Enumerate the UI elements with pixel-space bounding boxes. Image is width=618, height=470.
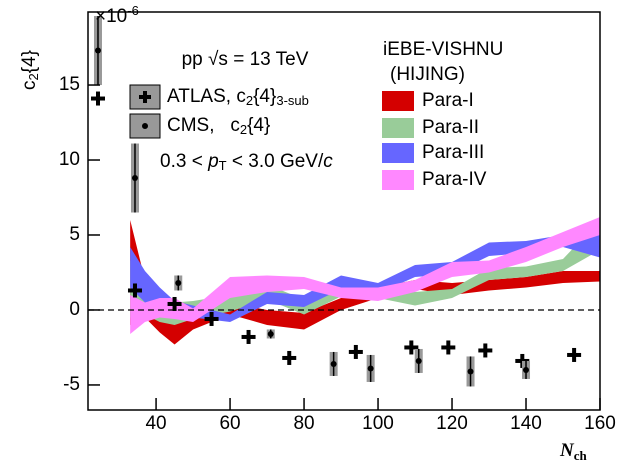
legend-label-part: {4} xyxy=(247,115,270,136)
atlas-point xyxy=(441,340,456,355)
cms-point xyxy=(94,47,101,54)
legend-label-part: 2 xyxy=(246,93,253,108)
x-tick-label: 140 xyxy=(510,413,542,434)
x-tick-label: 80 xyxy=(293,413,314,434)
axis-multiplier-part: ×10 xyxy=(95,6,127,27)
plot-frame xyxy=(87,11,601,411)
atlas-point xyxy=(567,347,582,362)
cut-label-part: c xyxy=(323,151,333,172)
x-tick-label: 40 xyxy=(145,413,166,434)
x-axis-label: Nch xyxy=(559,440,588,462)
cms-point xyxy=(415,357,422,364)
x-tick-label: 60 xyxy=(219,413,240,434)
cms-point xyxy=(330,360,337,367)
cms-point xyxy=(175,279,182,286)
model-band xyxy=(130,219,601,325)
atlas-point xyxy=(478,343,493,358)
y-axis-label-part: {4} xyxy=(19,50,40,73)
atlas-point xyxy=(127,283,142,298)
x-tick-label: 120 xyxy=(436,413,468,434)
cms-point xyxy=(131,175,138,182)
atlas-point xyxy=(241,329,256,344)
y-tick-label: 10 xyxy=(59,149,80,170)
atlas-point xyxy=(282,350,297,365)
x-axis-label-part: ch xyxy=(574,448,588,463)
legend-swatch xyxy=(382,170,414,190)
legend-label-part: CMS, c xyxy=(167,115,240,136)
y-tick-label: 5 xyxy=(69,224,80,245)
cut-label-part: 0.3 < xyxy=(160,151,208,172)
axis-multiplier: ×10-6 xyxy=(95,3,139,27)
legend-label: CMS, c2{4} xyxy=(167,115,270,137)
atlas-point xyxy=(204,311,219,326)
y-axis-label-part: 2 xyxy=(26,73,41,80)
cms-point xyxy=(367,365,374,372)
legend-label: Para-IV xyxy=(422,169,487,190)
legend-label: Para-I xyxy=(422,90,474,111)
cut-label: 0.3 < pT < 3.0 GeV/c xyxy=(160,151,333,173)
atlas-point xyxy=(404,340,419,355)
legend-swatch xyxy=(382,91,414,111)
y-tick-label: 0 xyxy=(69,299,80,320)
cut-label-part: < 3.0 GeV/ xyxy=(227,151,324,172)
atlas-point xyxy=(167,296,182,311)
y-axis-label-part: c xyxy=(19,81,40,91)
legend-label-part: ATLAS, c xyxy=(167,86,246,107)
legend-label: Para-III xyxy=(422,142,484,163)
y-axis-label: c2{4} xyxy=(19,50,41,90)
cut-label-part: p xyxy=(207,151,219,172)
legend-label: ATLAS, c2{4}3-sub xyxy=(167,86,309,108)
atlas-point xyxy=(90,91,105,106)
model-band xyxy=(130,227,601,322)
energy-label: pp √s = 13 TeV xyxy=(182,49,309,70)
legend-label: Para-II xyxy=(422,117,479,138)
x-tick-label: 160 xyxy=(584,413,616,434)
legend-label-part: 2 xyxy=(240,122,247,137)
model-title: iEBE-VISHNU xyxy=(383,39,503,60)
x-axis-label-part: N xyxy=(559,440,575,461)
cms-point xyxy=(467,368,474,375)
model-subtitle: (HIJING) xyxy=(390,64,465,85)
y-tick-label: -5 xyxy=(63,374,80,395)
legend-label-part: 3-sub xyxy=(276,93,309,108)
cms-point xyxy=(267,330,274,337)
cut-label-part: T xyxy=(219,158,227,173)
legend-dot xyxy=(142,123,148,129)
x-tick-label: 100 xyxy=(362,413,394,434)
legend-swatch xyxy=(382,118,414,138)
y-tick-label: 15 xyxy=(59,74,80,95)
legend-swatch xyxy=(382,143,414,163)
legend-label-part: {4} xyxy=(253,86,276,107)
cms-point xyxy=(523,366,530,373)
atlas-point xyxy=(348,344,363,359)
axis-multiplier-part: -6 xyxy=(127,3,139,18)
